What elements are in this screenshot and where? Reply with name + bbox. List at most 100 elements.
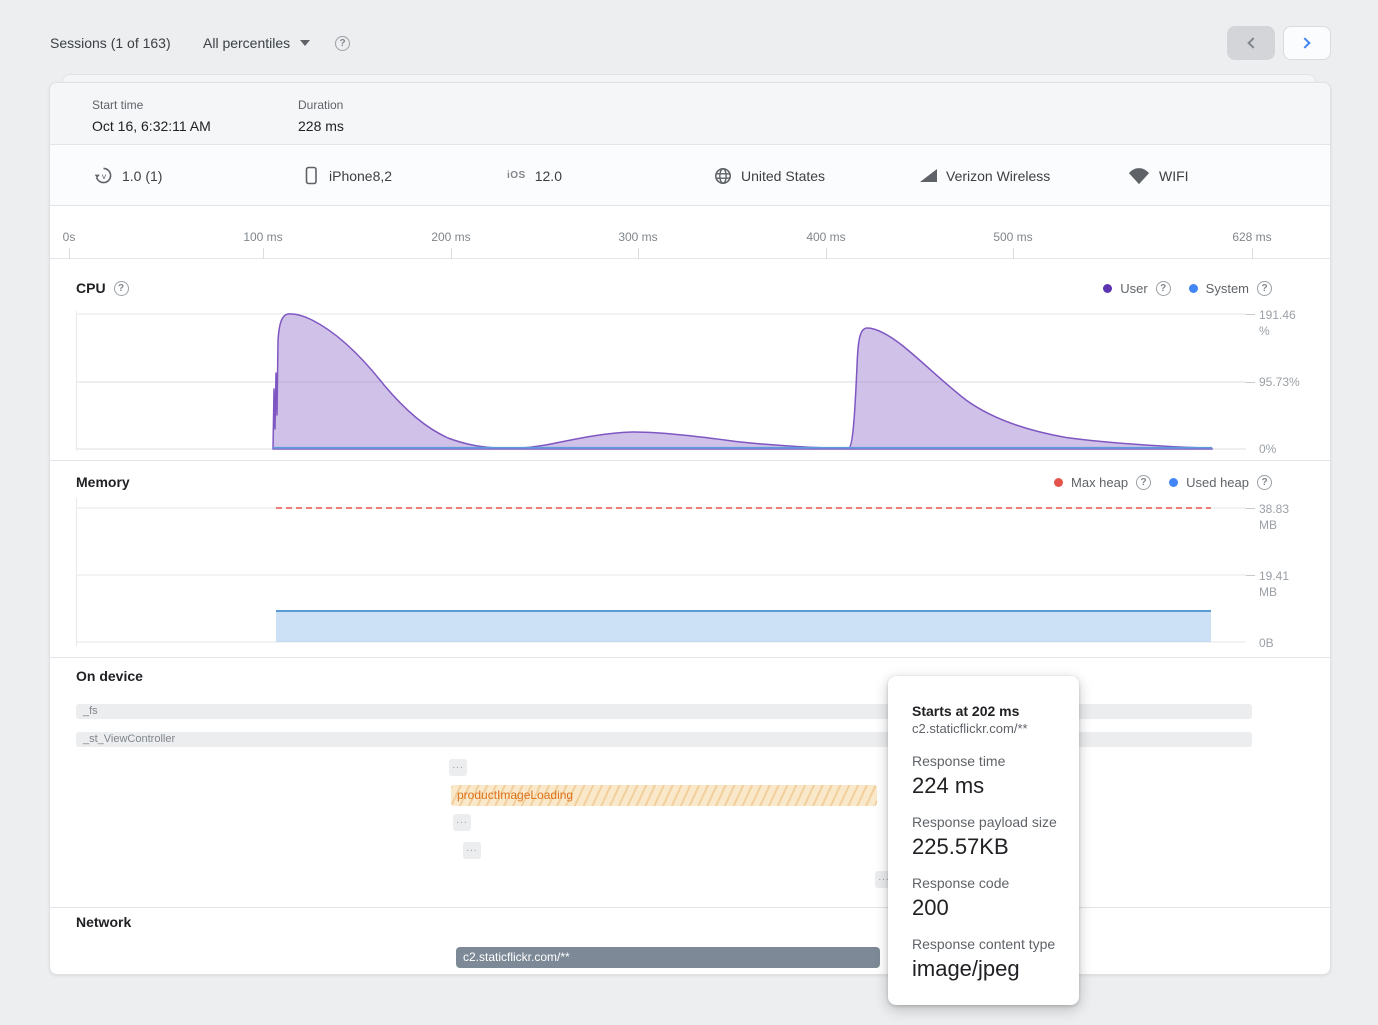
network-section-title: Network — [76, 914, 131, 930]
signal-icon — [920, 169, 937, 182]
timeline-tick — [451, 248, 452, 259]
start-time-value: Oct 16, 6:32:11 AM — [92, 118, 211, 134]
duration-value: 228 ms — [298, 118, 344, 134]
cpu-ytick-dash — [1246, 382, 1255, 383]
timeline-tick — [263, 248, 264, 259]
sessions-help-icon[interactable] — [335, 36, 350, 51]
tooltip-field-label: Response content type — [912, 936, 1056, 952]
session-card: Start time Oct 16, 6:32:11 AM Duration 2… — [49, 82, 1331, 975]
network-request-bar[interactable]: c2.staticflickr.com/** — [456, 947, 880, 968]
section-divider — [50, 460, 1330, 461]
memory-ytick-dash — [1246, 508, 1255, 509]
max-heap-legend-label: Max heap — [1071, 475, 1129, 490]
memory-ytick-zero: 0B — [1259, 636, 1274, 650]
next-session-button[interactable] — [1283, 26, 1331, 60]
session-header: Start time Oct 16, 6:32:11 AM Duration 2… — [50, 83, 1330, 145]
memory-chart[interactable] — [76, 498, 1246, 646]
section-divider — [50, 657, 1330, 658]
cpu-ytick-max: 191.46 % — [1259, 308, 1296, 338]
timeline-tick-label: 400 ms — [806, 230, 846, 244]
ios-icon: iOS — [507, 170, 526, 181]
chevron-right-icon — [1299, 37, 1311, 49]
used-heap-legend-dot — [1169, 478, 1179, 487]
max-heap-legend-dot — [1054, 478, 1064, 487]
trace-bar-product-image-loading[interactable]: productImageLoading — [451, 785, 877, 806]
collapsed-trace-chip[interactable]: ... — [463, 842, 481, 859]
section-divider — [50, 907, 1330, 908]
memory-legend: Max heap Used heap — [1054, 475, 1272, 490]
tooltip-subtitle: c2.staticflickr.com/** — [912, 721, 1028, 736]
collapsed-trace-chip[interactable]: ... — [453, 814, 471, 831]
timeline-tick-label: 0s — [62, 230, 76, 244]
wifi-icon — [1128, 167, 1150, 184]
timeline-tick-label: 100 ms — [243, 230, 283, 244]
app-version-icon: v — [94, 167, 112, 184]
cpu-legend: User System — [1103, 281, 1272, 296]
timeline-tick-label: 200 ms — [431, 230, 471, 244]
os-version-value: 12.0 — [534, 167, 562, 184]
system-legend-label: System — [1205, 281, 1249, 296]
chevron-left-icon — [1247, 37, 1259, 49]
tooltip-title: Starts at 202 ms — [912, 703, 1020, 719]
user-help-icon[interactable] — [1155, 281, 1171, 296]
system-help-icon[interactable] — [1257, 281, 1272, 296]
memory-ytick-mid: 19.41 MB — [1259, 569, 1290, 599]
cpu-chart[interactable] — [76, 311, 1246, 451]
memory-section-title: Memory — [76, 474, 130, 490]
collapsed-trace-chip[interactable]: ... — [449, 759, 467, 776]
sessions-count-label: Sessions (1 of 163) — [50, 35, 171, 51]
system-legend-dot — [1188, 284, 1198, 293]
network-title-text: Network — [76, 914, 132, 930]
tooltip-field-label: Response payload size — [912, 814, 1057, 830]
duration-label: Duration — [298, 98, 344, 112]
timeline-tick-label: 300 ms — [618, 230, 658, 244]
memory-ytick-max: 38.83 MB — [1259, 502, 1290, 532]
start-time-label: Start time — [92, 98, 144, 112]
cpu-help-icon[interactable] — [113, 280, 129, 296]
timeline-ruler: 0s 100 ms 200 ms 300 ms 400 ms 500 ms 62… — [50, 206, 1330, 259]
timeline-tick — [1252, 248, 1253, 259]
cpu-title-text: CPU — [76, 280, 106, 296]
device-model-item: iPhone8,2 — [302, 145, 392, 206]
percentiles-dropdown-label: All percentiles — [203, 35, 291, 51]
timeline-tick-label: 500 ms — [993, 230, 1033, 244]
chevron-down-icon — [300, 40, 311, 46]
tooltip-field-label: Response code — [912, 875, 1010, 891]
phone-icon — [305, 166, 317, 185]
timeline-tick — [69, 248, 70, 259]
country-item: United States — [714, 145, 825, 206]
cpu-ytick-zero: 0% — [1259, 442, 1277, 456]
cpu-legend-user: User — [1103, 281, 1171, 296]
cpu-user-area — [272, 313, 1213, 450]
globe-icon — [715, 167, 731, 184]
app-version-value: 1.0 (1) — [122, 167, 163, 184]
tooltip-field-label: Response time — [912, 753, 1006, 769]
cpu-section-title: CPU — [76, 280, 129, 296]
user-legend-dot — [1103, 284, 1113, 293]
tooltip-field-value: 200 — [912, 895, 949, 920]
timeline-tick — [1013, 248, 1014, 259]
radio-item: WIFI — [1128, 145, 1189, 206]
tooltip-field-value: image/jpeg — [912, 956, 1020, 981]
duration-block: Duration 228 ms — [298, 97, 344, 136]
max-heap-help-icon[interactable] — [1136, 475, 1152, 490]
previous-session-button[interactable] — [1227, 26, 1275, 60]
cpu-ytick-dash — [1246, 314, 1255, 315]
country-value: United States — [741, 167, 826, 184]
user-legend-label: User — [1120, 281, 1148, 296]
cpu-ytick-mid: 95.73% — [1259, 375, 1300, 389]
memory-legend-max-heap: Max heap — [1054, 475, 1152, 490]
on-device-title-text: On device — [76, 668, 143, 684]
carrier-item: Verizon Wireless — [920, 145, 1050, 206]
timeline-tick — [826, 248, 827, 259]
start-time-block: Start time Oct 16, 6:32:11 AM — [92, 97, 211, 136]
percentiles-dropdown[interactable]: All percentiles — [203, 35, 311, 51]
app-version-item: v 1.0 (1) — [94, 145, 162, 206]
device-model-value: iPhone8,2 — [329, 167, 393, 184]
used-heap-help-icon[interactable] — [1257, 475, 1272, 490]
memory-title-text: Memory — [76, 474, 130, 490]
device-attributes-row: v 1.0 (1) iPhone8,2 iOS 12.0 — [50, 145, 1330, 206]
on-device-section-title: On device — [76, 668, 143, 684]
timeline-tick-label: 628 ms — [1232, 230, 1272, 244]
